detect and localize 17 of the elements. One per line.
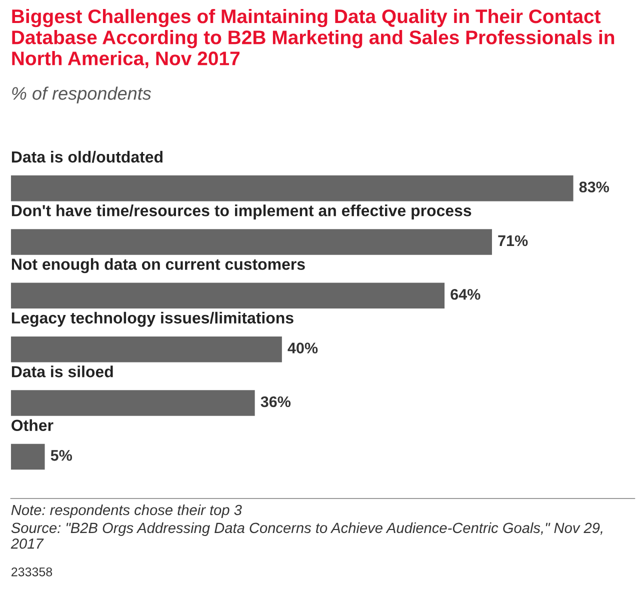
data-label: 36% (260, 396, 291, 408)
y-tick-label: Don't have time/resources to implement an effective process (12, 204, 472, 220)
text: Note: respondents chose their top 3 (11, 504, 242, 518)
y-tick-label: Legacy technology issues/limitations (12, 312, 294, 327)
chart-subtitle: % of respondents (12, 86, 152, 104)
chart-title: Biggest Challenges of Maintaining Data Quality in Their Contact Database According to B2B Marketing and Sales Professionals in North America, Nov 2017 (12, 8, 614, 68)
text: 233358 (12, 567, 52, 576)
y-tick-label: Data is old/outdated (12, 150, 162, 163)
source-note: Source: "B2B Orgs Addressing Data Concerns to Achieve Audience-Centric Goals," Nov 29, 2017 (10, 522, 602, 549)
data-label: 83% (579, 182, 610, 192)
data-label: 5% (50, 450, 72, 461)
y-tick-label: Not enough data on current customers (12, 258, 305, 274)
y-tick-label: Data is siloed (12, 366, 113, 378)
data-label: 64% (450, 288, 480, 300)
data-label: 40% (288, 342, 318, 354)
y-tick-label: Other (12, 419, 54, 432)
data-label: 71% (498, 235, 528, 246)
